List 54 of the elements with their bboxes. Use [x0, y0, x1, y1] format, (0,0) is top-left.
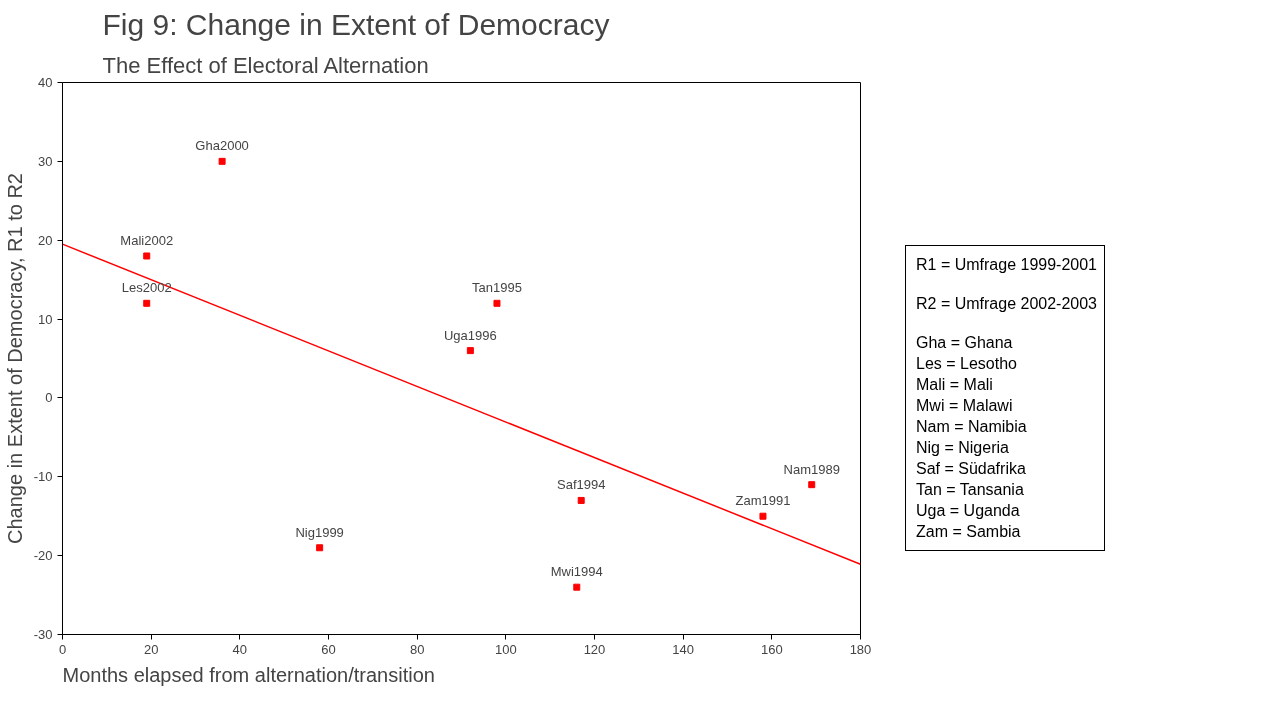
text: Les = Lesotho	[916, 354, 1018, 374]
text: R2 = Umfrage 2002-2003	[916, 294, 1097, 314]
chart-title: Fig 9: Change in Extent of Democracy	[102, 7, 610, 41]
chart-subtitle: The Effect of Electoral Alternation	[102, 52, 429, 78]
y-tick-label: -30	[33, 627, 53, 642]
y-tick-label: -20	[33, 548, 53, 564]
annotation: Mali2002	[120, 232, 174, 248]
point	[466, 347, 474, 355]
y-tick-label: 40	[38, 75, 53, 90]
x-tick-label: 60	[321, 641, 336, 657]
text: Saf = Südafrika	[916, 459, 1027, 479]
annotation: Nam1989	[783, 461, 840, 477]
y-tick-label: 10	[38, 311, 53, 327]
point	[573, 583, 581, 591]
text: Mwi = Malawi	[916, 396, 1014, 416]
point	[577, 496, 585, 504]
text: Mali = Mali	[916, 375, 994, 395]
point	[759, 512, 767, 520]
text: R1 = Umfrage 1999-2001	[916, 255, 1097, 275]
y-tick-label: -10	[33, 469, 53, 485]
text: Gha = Ghana	[916, 333, 1014, 353]
x-axis-title: Months elapsed from alternation/transition	[62, 663, 435, 686]
y-axis-title: Change in Extent of Democracy, R1 to R2	[3, 173, 26, 544]
point	[143, 252, 151, 260]
text: Tan = Tansania	[916, 480, 1025, 500]
annotation: Tan1995	[472, 280, 522, 296]
x-tick-label: 40	[232, 641, 248, 657]
annotation: Saf1994	[556, 477, 606, 493]
y-tick-label: 20	[38, 232, 53, 248]
annotation: Uga1996	[443, 327, 497, 343]
x-tick-label: 120	[583, 641, 606, 657]
point	[316, 544, 324, 552]
x-tick-label: 140	[672, 641, 695, 657]
x-tick-label: 80	[409, 641, 425, 657]
x-tick-label: 100	[494, 641, 517, 657]
annotation: Zam1991	[735, 493, 791, 509]
point	[493, 299, 501, 307]
text: Uga = Uganda	[916, 501, 1021, 521]
annotation: Gha2000	[195, 138, 249, 154]
x-tick-label: 20	[143, 641, 159, 657]
point	[143, 299, 151, 307]
point	[218, 157, 226, 165]
x-tick-label: 0	[58, 641, 67, 657]
annotation: Mwi1994	[550, 564, 603, 580]
y-tick-label: 0	[45, 390, 53, 406]
y-tick-label: 30	[38, 153, 53, 169]
x-tick-label: 160	[760, 641, 783, 657]
annotation: Les2002	[121, 280, 172, 296]
text: Nam = Namibia	[916, 417, 1028, 437]
x-tick-label: 180	[849, 641, 872, 657]
point	[808, 481, 816, 489]
annotation: Nig1999	[295, 524, 344, 540]
text: Zam = Sambia	[916, 522, 1022, 542]
text: Nig = Nigeria	[916, 438, 1010, 458]
